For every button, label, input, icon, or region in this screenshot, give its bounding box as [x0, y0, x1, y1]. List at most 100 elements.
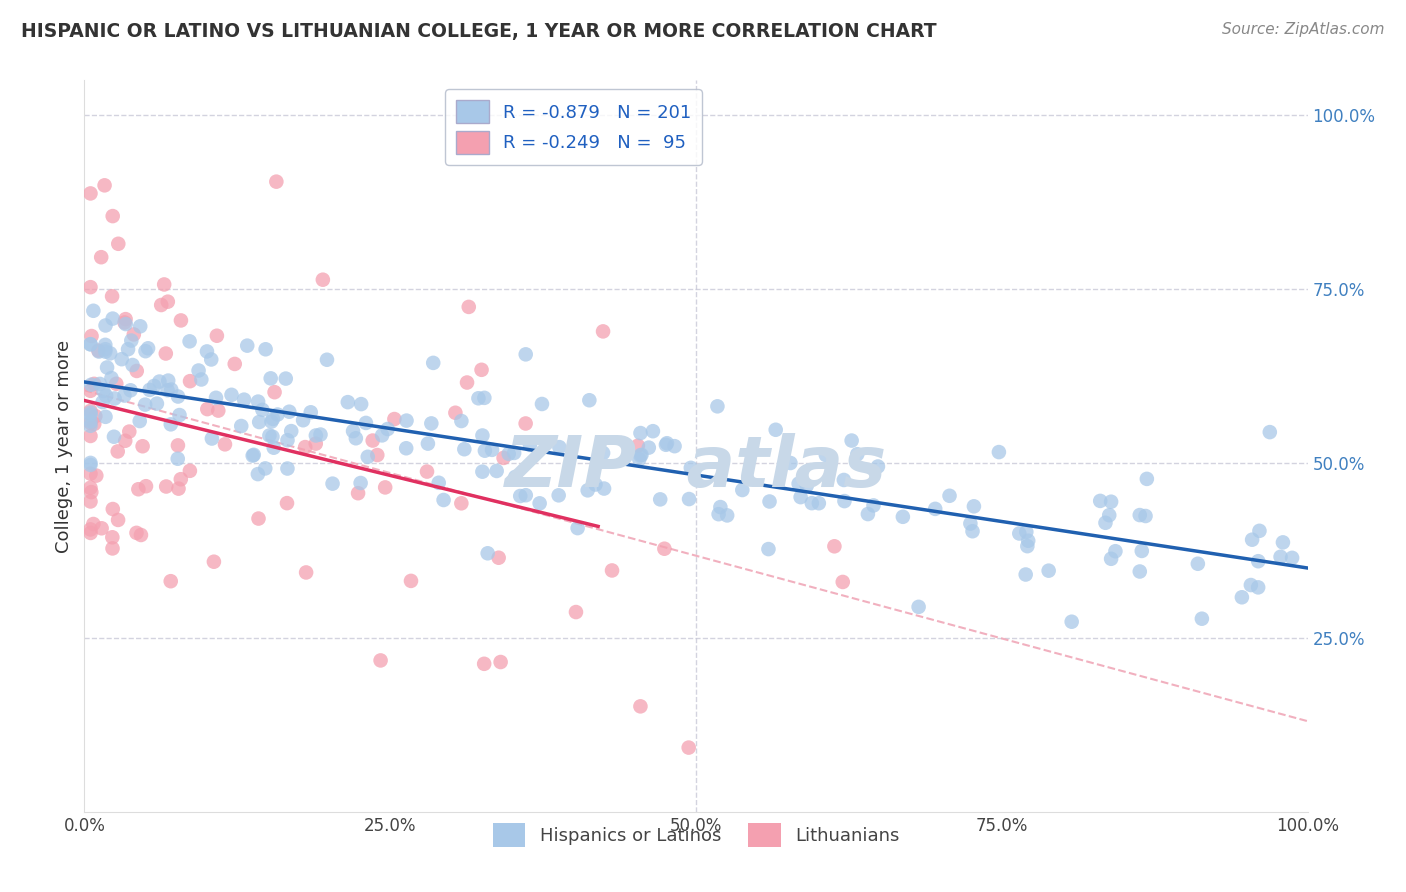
Point: [498, 447, 520, 461]
Point: [266, 408, 288, 422]
Point: [79, 525, 101, 540]
Point: [1270, 549, 1292, 564]
Point: [179, 334, 201, 349]
Point: [450, 496, 472, 510]
Point: [1060, 615, 1083, 629]
Point: [342, 424, 364, 438]
Point: [156, 294, 179, 309]
Point: [79, 337, 101, 351]
Point: [628, 448, 651, 462]
Point: [94, 343, 117, 357]
Point: [195, 402, 218, 417]
Point: [274, 371, 297, 385]
Point: [114, 312, 136, 326]
Point: [453, 442, 475, 457]
Point: [1129, 565, 1152, 579]
Point: [309, 427, 332, 442]
Point: [79, 404, 101, 418]
Point: [361, 434, 384, 448]
Point: [79, 523, 101, 537]
Point: [202, 555, 225, 569]
Point: [150, 298, 173, 312]
Point: [416, 465, 439, 479]
Point: [371, 428, 394, 442]
Point: [79, 481, 101, 495]
Point: [114, 434, 136, 448]
Point: [79, 418, 101, 433]
Point: [578, 393, 600, 408]
Point: [101, 289, 124, 303]
Point: [706, 400, 728, 414]
Point: [155, 479, 177, 493]
Point: [422, 356, 444, 370]
Point: [79, 408, 101, 422]
Legend: Hispanics or Latinos, Lithuanians: Hispanics or Latinos, Lithuanians: [485, 816, 907, 854]
Point: [84, 409, 107, 423]
Point: [891, 509, 914, 524]
Point: [592, 446, 614, 460]
Point: [90, 250, 112, 264]
Point: [492, 450, 515, 465]
Point: [134, 344, 156, 359]
Point: [707, 507, 730, 521]
Point: [104, 392, 127, 406]
Point: [796, 479, 818, 493]
Point: [488, 550, 510, 565]
Point: [1015, 567, 1038, 582]
Point: [128, 414, 150, 428]
Text: HISPANIC OR LATINO VS LITHUANIAN COLLEGE, 1 YEAR OR MORE CORRELATION CHART: HISPANIC OR LATINO VS LITHUANIAN COLLEGE…: [21, 22, 936, 41]
Point: [1281, 550, 1303, 565]
Point: [280, 424, 302, 438]
Point: [114, 316, 136, 330]
Point: [787, 476, 810, 491]
Point: [1191, 612, 1213, 626]
Point: [1247, 580, 1270, 594]
Point: [938, 489, 960, 503]
Point: [259, 428, 281, 442]
Point: [650, 492, 672, 507]
Point: [834, 494, 856, 508]
Point: [565, 605, 588, 619]
Point: [515, 417, 537, 431]
Point: [125, 364, 148, 378]
Point: [103, 430, 125, 444]
Point: [94, 409, 117, 424]
Point: [450, 414, 472, 428]
Point: [94, 389, 117, 403]
Point: [467, 391, 489, 405]
Point: [1187, 557, 1209, 571]
Point: [169, 408, 191, 422]
Point: [292, 413, 315, 427]
Point: [655, 438, 678, 452]
Point: [1258, 425, 1281, 439]
Point: [907, 599, 929, 614]
Point: [224, 357, 246, 371]
Point: [637, 441, 659, 455]
Point: [276, 461, 298, 475]
Point: [350, 397, 373, 411]
Point: [252, 402, 274, 417]
Point: [89, 376, 111, 391]
Point: [1008, 526, 1031, 541]
Point: [84, 468, 107, 483]
Point: [509, 489, 531, 503]
Point: [138, 383, 160, 397]
Point: [814, 448, 837, 462]
Point: [1129, 508, 1152, 522]
Point: [276, 496, 298, 510]
Point: [79, 186, 101, 201]
Point: [134, 398, 156, 412]
Point: [117, 343, 139, 357]
Point: [709, 500, 731, 514]
Point: [79, 429, 101, 443]
Point: [1099, 494, 1122, 508]
Point: [1230, 591, 1253, 605]
Point: [765, 423, 787, 437]
Point: [470, 363, 492, 377]
Point: [471, 428, 494, 442]
Point: [457, 300, 479, 314]
Point: [924, 501, 946, 516]
Point: [236, 338, 259, 352]
Point: [101, 502, 124, 516]
Point: [679, 460, 702, 475]
